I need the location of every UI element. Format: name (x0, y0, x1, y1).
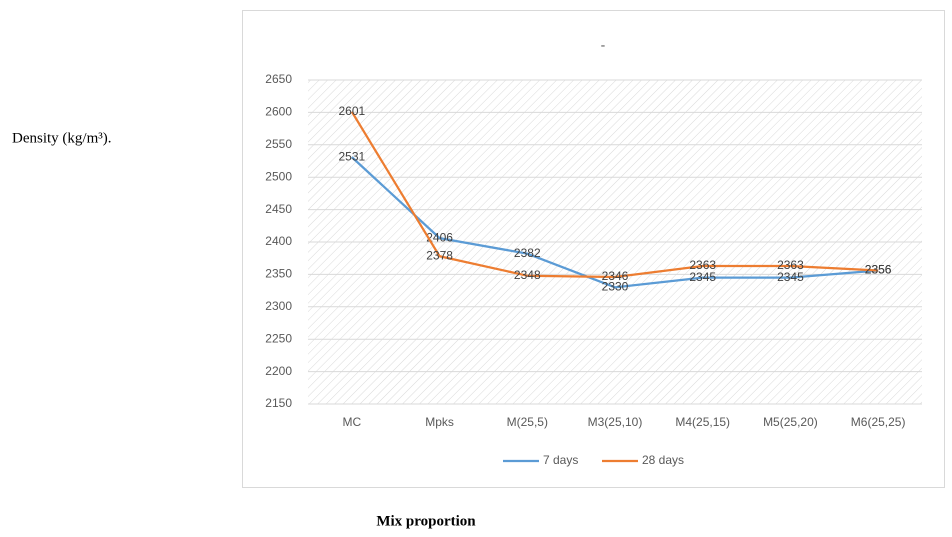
line-series (351, 156, 879, 289)
data-label: 2406 (426, 230, 453, 244)
x-tick-label: M(25,5) (507, 415, 548, 429)
y-tick-label: 2200 (265, 364, 292, 378)
data-label: 2346 (602, 269, 629, 283)
x-tick-label: MC (343, 415, 362, 429)
legend-label: 28 days (642, 453, 684, 467)
legend-label: 7 days (543, 453, 578, 467)
data-label: 2345 (689, 270, 716, 284)
y-tick-label: 2300 (265, 299, 292, 313)
y-tick-label: 2150 (265, 396, 292, 410)
y-tick-label: 2650 (265, 72, 292, 86)
x-tick-label: M6(25,25) (851, 415, 906, 429)
data-label: 2363 (777, 258, 804, 272)
data-label: 2531 (339, 149, 366, 163)
data-label: 2601 (339, 104, 366, 118)
y-tick-label: 2400 (265, 234, 292, 248)
data-label: 2348 (514, 268, 541, 282)
data-label: 2363 (689, 258, 716, 272)
y-tick-label: 2500 (265, 169, 292, 183)
data-label: 2330 (602, 280, 629, 294)
y-axis-title: Density (kg/m³). (12, 130, 112, 146)
y-tick-label: 2550 (265, 137, 292, 151)
x-tick-label: M5(25,20) (763, 415, 818, 429)
x-tick-label: M3(25,10) (588, 415, 643, 429)
y-tick-label: 2250 (265, 331, 292, 345)
data-label: 2378 (426, 248, 453, 262)
x-tick-label: Mpks (425, 415, 454, 429)
x-axis-title: Mix proportion (376, 513, 476, 529)
data-label: 2382 (514, 246, 541, 260)
data-label: 2356 (865, 263, 892, 277)
y-tick-label: 2600 (265, 105, 292, 119)
y-tick-label: 2450 (265, 202, 292, 216)
x-tick-label: M4(25,15) (675, 415, 730, 429)
y-tick-label: 2350 (265, 267, 292, 281)
data-label: 2345 (777, 270, 804, 284)
line-series (350, 111, 879, 279)
data-label: 2356 (865, 263, 892, 277)
chart-title: - (601, 37, 606, 53)
